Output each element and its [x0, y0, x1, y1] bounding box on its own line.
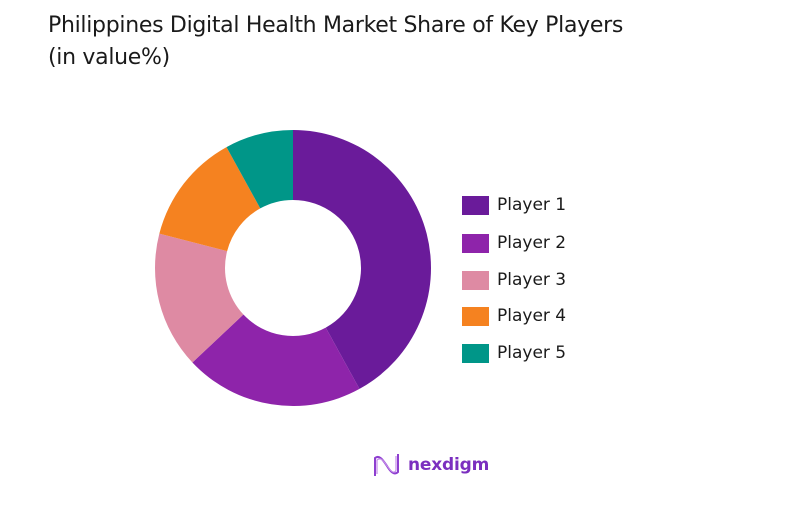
legend-label-player-1: Player 1: [497, 195, 567, 215]
chart-title-line2: (in value%): [48, 45, 170, 70]
donut-slice-player-5: [226, 130, 293, 209]
donut-slice-player-4: [159, 147, 261, 252]
legend-label-player-4: Player 4: [497, 306, 567, 326]
chart-title: Philippines Digital Health Market Share …: [48, 10, 623, 74]
legend-item-player-1: Player 1: [462, 186, 566, 224]
legend-item-player-3: Player 3: [462, 262, 566, 298]
legend-label-player-2: Player 2: [497, 233, 567, 253]
nexdigm-logo-text: nexdigm: [408, 455, 490, 475]
nexdigm-wave-icon: [374, 454, 399, 476]
chart-legend: Player 1 Player 2 Player 3 Player 4 Play…: [462, 186, 566, 372]
chart-title-line1: Philippines Digital Health Market Share …: [48, 13, 623, 38]
legend-label-player-3: Player 3: [497, 270, 567, 290]
legend-label-player-5: Player 5: [497, 343, 567, 363]
legend-item-player-5: Player 5: [462, 334, 566, 372]
donut-slice-player-1: [293, 130, 431, 389]
legend-item-player-2: Player 2: [462, 224, 566, 262]
legend-swatch-player-4: [462, 306, 489, 326]
donut-slices: [155, 130, 431, 406]
legend-swatch-player-3: [462, 270, 489, 290]
nexdigm-logo: nexdigm: [372, 452, 489, 478]
legend-item-player-4: Player 4: [462, 298, 566, 334]
legend-swatch-player-2: [462, 233, 489, 253]
legend-swatch-player-1: [462, 195, 489, 215]
donut-slice-player-3: [155, 233, 244, 363]
legend-swatch-player-5: [462, 343, 489, 363]
donut-slice-player-2: [192, 314, 360, 406]
